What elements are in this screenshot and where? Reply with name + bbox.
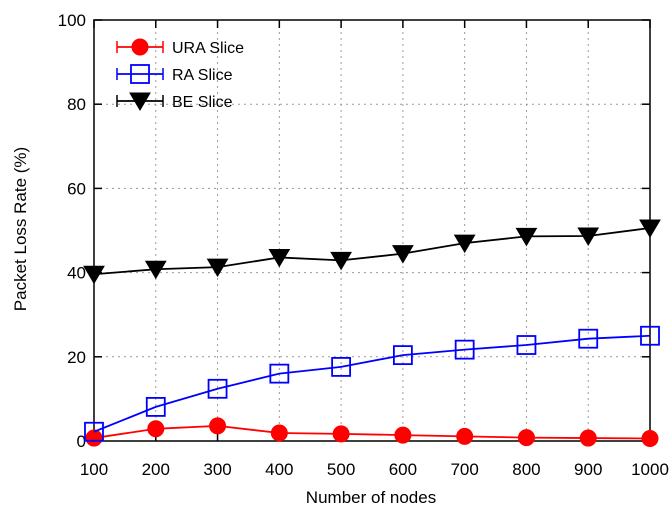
data-point (579, 429, 597, 447)
x-tick-label: 400 (265, 460, 293, 479)
series-line (93, 227, 651, 276)
legend-marker (130, 64, 150, 84)
legend-marker (129, 92, 151, 111)
x-tick-label: 200 (142, 460, 170, 479)
x-tick-label: 1000 (631, 460, 669, 479)
series-1 (84, 325, 660, 442)
series-0 (85, 417, 659, 447)
data-point (270, 424, 288, 442)
data-point (456, 427, 474, 445)
data-point (331, 357, 352, 377)
data-point (577, 227, 600, 246)
x-tick-label: 300 (203, 460, 231, 479)
legend-marker (131, 38, 149, 56)
data-point (207, 378, 228, 399)
data-point (517, 429, 535, 447)
data-point (206, 258, 229, 278)
x-tick-label: 900 (574, 460, 602, 479)
data-point (332, 425, 350, 443)
data-point (392, 245, 414, 264)
data-point (144, 260, 167, 280)
legend-entry: RA Slice (116, 64, 233, 84)
legend-entry: BE Slice (116, 92, 233, 111)
y-axis-label: Packet Loss Rate (%) (11, 147, 30, 311)
data-point (209, 417, 227, 435)
data-point (392, 345, 413, 366)
y-tick-label: 0 (77, 432, 86, 451)
tick-labels: 0 20 40 60 80 100 100 200 300 400 500 600 700 800 900 1… (58, 11, 669, 479)
data-point (268, 248, 291, 268)
x-tick-label: 800 (512, 460, 540, 479)
legend-label: BE Slice (172, 94, 233, 111)
x-axis-label: Number of nodes (306, 488, 436, 507)
x-tick-label: 100 (80, 460, 108, 479)
legend-label: URA Slice (172, 40, 244, 57)
data-point (394, 426, 412, 444)
series-line (93, 424, 651, 440)
y-tick-label: 100 (58, 11, 86, 30)
y-tick-label: 20 (67, 348, 86, 367)
legend-label: RA Slice (172, 67, 233, 84)
data-point (516, 335, 537, 355)
data-point (84, 421, 104, 442)
data-point (83, 265, 105, 285)
data-point (330, 251, 352, 271)
data-point (640, 325, 660, 346)
data-point (454, 339, 475, 360)
data-point (453, 234, 476, 254)
x-tick-label: 700 (450, 460, 478, 479)
series-line (93, 334, 651, 433)
series-layer (83, 219, 661, 447)
data-point (145, 396, 166, 417)
data-point (147, 420, 165, 438)
legend: URA Slice RA Slice BE Slice (116, 38, 244, 111)
data-point (85, 429, 103, 447)
y-tick-label: 60 (67, 179, 86, 198)
x-tick-label: 600 (389, 460, 417, 479)
y-tick-label: 40 (67, 264, 86, 283)
data-point (515, 227, 538, 247)
data-point (639, 219, 661, 238)
y-tick-label: 80 (67, 95, 86, 114)
data-point (269, 363, 290, 384)
data-point (578, 328, 599, 349)
data-point (641, 429, 659, 447)
series-2 (83, 219, 661, 285)
legend-entry: URA Slice (116, 38, 244, 57)
x-tick-label: 500 (327, 460, 355, 479)
